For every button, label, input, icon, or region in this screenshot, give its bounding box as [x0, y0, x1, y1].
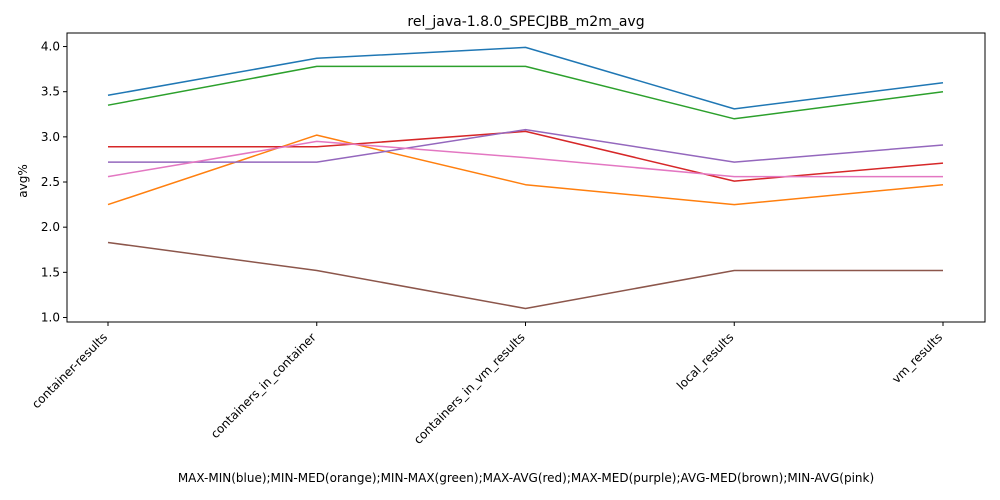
- series-line-3: [108, 130, 944, 182]
- series-line-1: [107, 134, 944, 206]
- x-tick-label: local_results: [674, 330, 736, 392]
- y-tick-label: 1.5: [41, 265, 60, 279]
- y-tick-label: 1.0: [41, 310, 60, 324]
- series-line-0: [107, 46, 944, 110]
- x-tick-label: vm_results: [889, 330, 945, 386]
- series-line-2: [107, 65, 944, 120]
- y-tick-label: 3.5: [41, 85, 60, 99]
- x-axis: container-results containers_in_container…: [29, 322, 945, 447]
- series-line-6: [107, 140, 943, 178]
- x-axis-label: MAX-MIN(blue);MIN-MED(orange);MIN-MAX(gr…: [178, 471, 874, 485]
- x-tick-label: containers_in_vm_results: [411, 330, 528, 447]
- series-line-5: [107, 241, 943, 310]
- y-axis: 1.0 1.5 2.0 2.5 3.0 3.5 4.0: [41, 40, 67, 324]
- x-tick-label: container-results: [29, 330, 110, 411]
- plot-frame: [66, 32, 986, 323]
- y-tick-label: 2.0: [41, 220, 60, 234]
- series-layer: [107, 46, 944, 310]
- y-axis-label: avg%: [16, 164, 30, 197]
- y-tick-label: 3.0: [41, 130, 60, 144]
- chart-title: rel_java-1.8.0_SPECJBB_m2m_avg: [407, 14, 644, 30]
- series-line-4: [108, 128, 944, 163]
- y-tick-label: 2.5: [41, 175, 60, 189]
- x-tick-label: containers_in_container: [208, 330, 319, 441]
- y-tick-label: 4.0: [41, 40, 60, 54]
